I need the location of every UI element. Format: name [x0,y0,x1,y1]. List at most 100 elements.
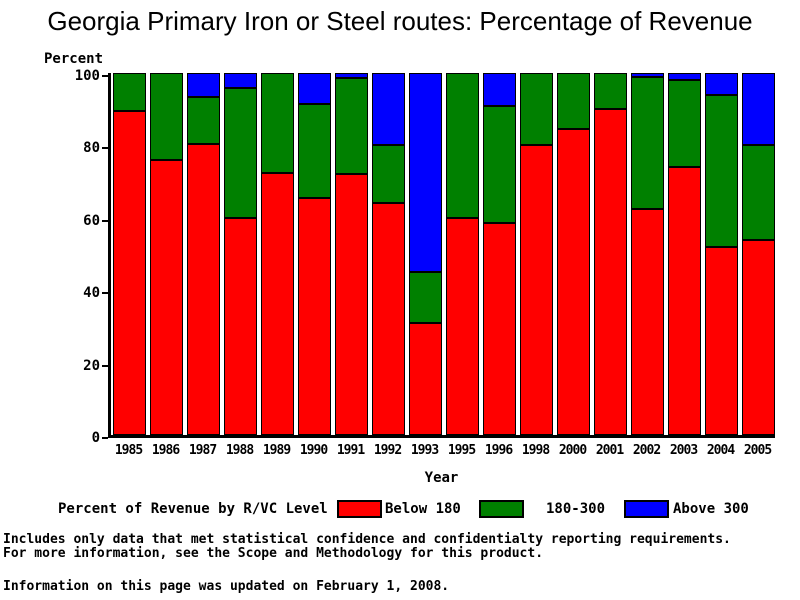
x-tick-2005: 2005 [743,443,772,458]
y-tick-mark [102,364,108,367]
x-labels: 1985 1986 1987 1988 1989 1990 1991 1992 1993 1995… [110,443,777,458]
x-tick-2001: 2001 [595,443,624,458]
segment-2001-180-300 [594,73,627,110]
y-tick-mark [102,75,108,77]
y-tick-mark [102,292,108,295]
bar-2002 [631,73,664,435]
x-tick-1996: 1996 [484,443,513,458]
footnote-line1: Includes only data that met statistical … [3,532,731,547]
segment-1993-below-180 [409,322,442,435]
segment-1991-below-180 [335,174,368,435]
bar-1991 [335,73,368,435]
segment-1990-below-180 [298,197,331,435]
segment-1998-180-300 [520,73,553,146]
bar-1996 [483,73,516,435]
x-tick-1988: 1988 [225,443,254,458]
bar-1986 [150,73,183,435]
legend-swatch-above-300 [624,500,669,518]
bars [113,73,775,435]
segment-1990-180-300 [298,103,331,198]
x-tick-1986: 1986 [151,443,180,458]
segment-1992-180-300 [372,145,405,204]
legend-title: Percent of Revenue by R/VC Level [58,501,328,517]
segment-1993-180-300 [409,272,442,323]
segment-2001-below-180 [594,109,627,435]
segment-2002-below-180 [631,208,664,435]
x-tick-1989: 1989 [262,443,291,458]
x-tick-1991: 1991 [336,443,365,458]
segment-1989-180-300 [261,73,294,173]
segment-1995-180-300 [446,73,479,218]
legend-swatch-below-180 [337,500,382,518]
segment-2002-180-300 [631,76,664,209]
bar-1992 [372,73,405,435]
segment-2005-180-300 [742,144,775,241]
y-axis-title: Percent [44,51,104,67]
segment-2003-below-180 [668,167,701,435]
bar-1987 [187,73,220,435]
x-tick-2000: 2000 [558,443,587,458]
segment-1988-180-300 [224,87,257,218]
y-tick-60: 60 [83,213,108,229]
segment-1996-below-180 [483,223,516,435]
bar-1993 [409,73,442,435]
legend-label-below-180: Below 180 [385,501,461,517]
segment-2004-above-300 [705,73,738,95]
x-tick-1987: 1987 [188,443,217,458]
y-tick-mark [102,147,108,150]
bar-1989 [261,73,294,435]
plot-area [108,73,775,438]
x-tick-2004: 2004 [706,443,735,458]
y-tick-20: 20 [83,358,108,374]
x-tick-2002: 2002 [632,443,661,458]
segment-2005-above-300 [742,73,775,145]
y-tick-mark [102,437,108,439]
bar-1998 [520,73,553,435]
chart-title: Georgia Primary Iron or Steel routes: Pe… [47,6,753,36]
y-tick-label: 100 [74,68,100,84]
segment-1998-below-180 [520,145,553,435]
segment-1996-above-300 [483,73,516,107]
legend-label-180-300: 180-300 [546,501,606,517]
segment-1988-above-300 [224,73,257,88]
y-tick-100: 100 [75,68,108,84]
segment-1991-180-300 [335,78,368,175]
x-tick-1993: 1993 [410,443,439,458]
segment-1986-180-300 [150,73,183,160]
segment-1987-above-300 [187,73,220,97]
y-tick-label: 80 [83,140,100,157]
segment-2005-below-180 [742,240,775,435]
segment-1987-below-180 [187,143,220,435]
y-tick-label: 20 [83,357,100,374]
segment-2002-above-300 [631,73,664,77]
legend-label-above-300: Above 300 [673,501,749,517]
x-tick-1990: 1990 [299,443,328,458]
segment-1991-above-300 [335,73,368,79]
x-tick-1992: 1992 [373,443,402,458]
segment-1990-above-300 [298,73,331,104]
bar-2003 [668,73,701,435]
bar-2004 [705,73,738,435]
segment-1985-180-300 [113,73,146,112]
segment-1988-below-180 [224,217,257,435]
bar-2001 [594,73,627,435]
bar-1995 [446,73,479,435]
bar-1990 [298,73,331,435]
segment-1992-above-300 [372,73,405,146]
y-tick-0: 0 [92,430,108,446]
updated-note: Information on this page was updated on … [3,579,450,594]
segment-1992-below-180 [372,203,405,435]
y-axis: 0 20 40 60 80 100 [56,68,108,446]
bar-1988 [224,73,257,435]
segment-2004-below-180 [705,246,738,435]
x-tick-1985: 1985 [114,443,143,458]
segment-1987-180-300 [187,96,220,144]
y-tick-label: 0 [91,430,100,446]
segment-1985-below-180 [113,111,146,435]
x-axis-title: Year [424,470,459,486]
bar-2000 [557,73,590,435]
x-tick-2003: 2003 [669,443,698,458]
segment-2000-180-300 [557,73,590,130]
y-tick-40: 40 [83,285,108,301]
segment-1993-above-300 [409,73,442,273]
